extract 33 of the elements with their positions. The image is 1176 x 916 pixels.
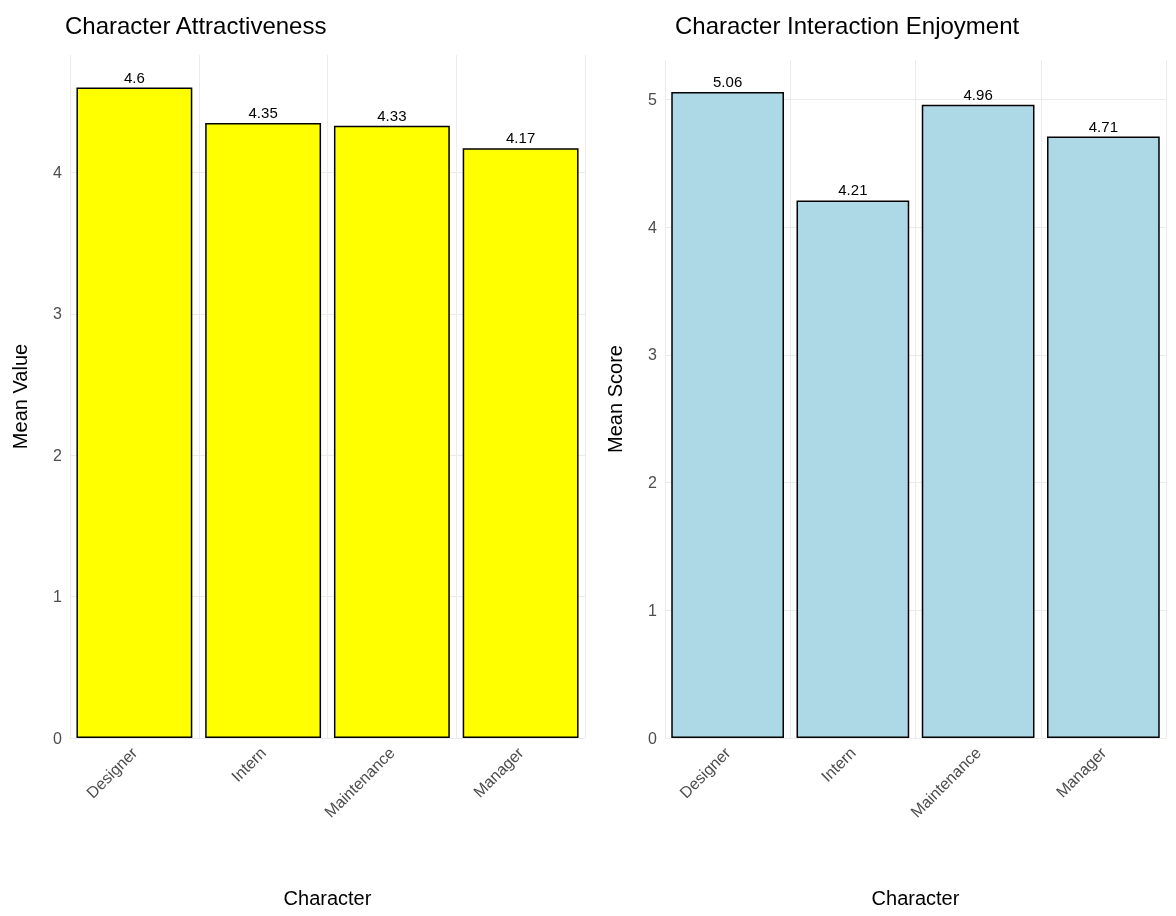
data-label: 4.21	[838, 181, 868, 199]
data-label: 4.35	[248, 103, 278, 121]
bar	[1047, 136, 1160, 738]
data-label: 4.71	[1088, 117, 1118, 135]
data-label: 4.33	[377, 106, 407, 124]
bar	[671, 91, 784, 738]
y-tick-label: 5	[648, 91, 658, 109]
data-label: 4.96	[963, 85, 993, 103]
chart-title: Character Interaction Enjoyment	[675, 11, 1020, 39]
y-axis-title: Mean Value	[9, 343, 31, 450]
bar	[333, 125, 450, 738]
data-label: 4.17	[506, 129, 536, 147]
bar	[796, 200, 910, 738]
y-tick-label: 1	[53, 588, 63, 606]
bar	[462, 148, 579, 738]
y-tick-label: 1	[648, 601, 658, 619]
chart-title: Character Attractiveness	[65, 11, 327, 39]
y-tick-label: 0	[53, 729, 63, 747]
x-axis-title: Character	[283, 887, 372, 909]
y-tick-label: 0	[648, 729, 658, 747]
bar	[76, 87, 193, 738]
bar	[205, 122, 322, 738]
y-tick-label: 2	[648, 474, 658, 492]
bar	[921, 104, 1035, 738]
x-axis-title: Character	[871, 887, 960, 909]
y-tick-label: 4	[53, 163, 63, 181]
y-axis-title: Mean Score	[604, 345, 626, 453]
data-label: 5.06	[713, 72, 743, 90]
y-tick-label: 4	[648, 218, 658, 236]
y-tick-label: 2	[53, 446, 63, 464]
data-label: 4.6	[123, 68, 145, 86]
y-tick-label: 3	[53, 305, 63, 323]
y-tick-label: 3	[648, 346, 658, 364]
